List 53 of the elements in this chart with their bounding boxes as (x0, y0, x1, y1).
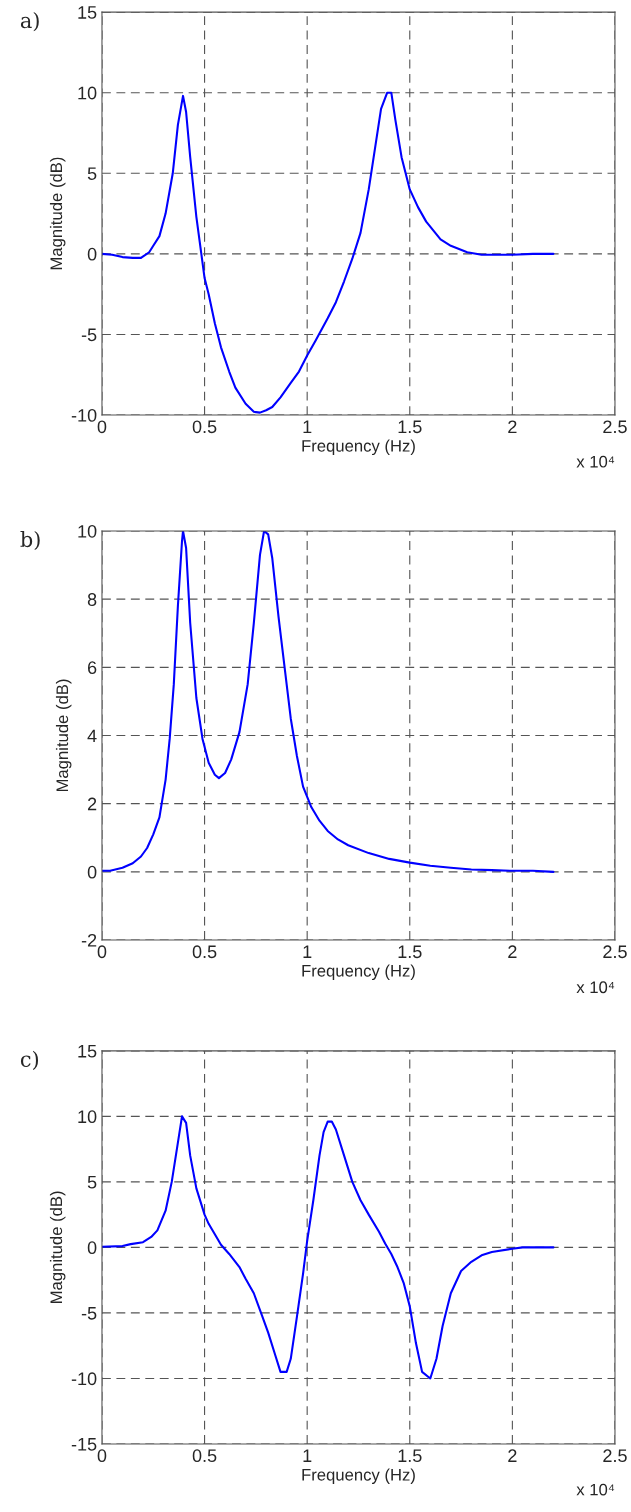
chart-title: a) (20, 12, 39, 32)
line-series (101, 91, 555, 414)
x-tick-label: 2.5 (603, 420, 627, 434)
text: x 10⁴ (576, 981, 615, 994)
line-series (101, 1115, 555, 1380)
y-tick-label: 0 (87, 865, 97, 879)
text: x 10⁴ (576, 1483, 615, 1496)
x-tick-label: 0 (97, 420, 107, 434)
y-axis-title: Magnitude (dB) (49, 157, 66, 270)
y-tick-label: 8 (87, 593, 97, 606)
y-tick-label: -5 (81, 328, 97, 342)
text: x 10⁴ (576, 455, 615, 468)
line-series (101, 531, 555, 873)
y-tick-label: -15 (71, 1438, 97, 1451)
y-tick-label: 10 (78, 1110, 97, 1124)
y-tick-label: 0 (87, 247, 97, 261)
y-tick-label: -2 (81, 933, 97, 947)
x-tick-label: 1.5 (398, 1449, 422, 1463)
x-axis-title: Frequency (Hz) (302, 439, 415, 456)
y-tick-label: 5 (87, 1176, 97, 1189)
x-tick-label: 1 (303, 1449, 312, 1462)
chart-title: b) (20, 531, 40, 551)
x-tick-label: 1.5 (398, 420, 422, 434)
y-tick-label: 4 (87, 729, 97, 743)
y-tick-label: -10 (71, 408, 97, 422)
x-tick-label: 0.5 (192, 1449, 217, 1463)
y-tick-label: 5 (87, 167, 97, 180)
y-tick-label: 0 (87, 1241, 97, 1255)
x-tick-label: 0 (97, 945, 107, 959)
x-axis-title: Frequency (Hz) (302, 964, 415, 981)
x-axis-title: Frequency (Hz) (302, 1468, 415, 1484)
x-tick-label: 1 (303, 945, 312, 958)
x-tick-label: 1 (303, 420, 312, 433)
x-tick-label: 2 (508, 420, 517, 433)
y-tick-label: -5 (81, 1307, 97, 1320)
x-tick-label: 2.5 (603, 1449, 627, 1463)
x-tick-label: 2 (508, 945, 517, 958)
x-tick-label: 0.5 (192, 420, 217, 434)
x-tick-label: 1.5 (398, 945, 422, 959)
x-tick-label: 0 (97, 1449, 107, 1463)
x-tick-label: 0.5 (192, 945, 217, 959)
y-tick-label: 15 (78, 6, 97, 19)
y-axis-title: Magnitude (dB) (55, 679, 72, 792)
y-tick-label: 2 (87, 797, 97, 811)
x-tick-label: 2 (508, 1449, 517, 1462)
y-axis-title: Magnitude (dB) (49, 1191, 66, 1303)
y-tick-label: 15 (78, 1044, 97, 1058)
x-tick-label: 2.5 (603, 945, 627, 959)
y-tick-label: -10 (71, 1372, 97, 1386)
chart-title: c) (20, 1050, 39, 1070)
y-tick-label: 10 (78, 86, 97, 100)
y-tick-label: 10 (78, 524, 97, 538)
y-tick-label: 6 (87, 661, 97, 675)
